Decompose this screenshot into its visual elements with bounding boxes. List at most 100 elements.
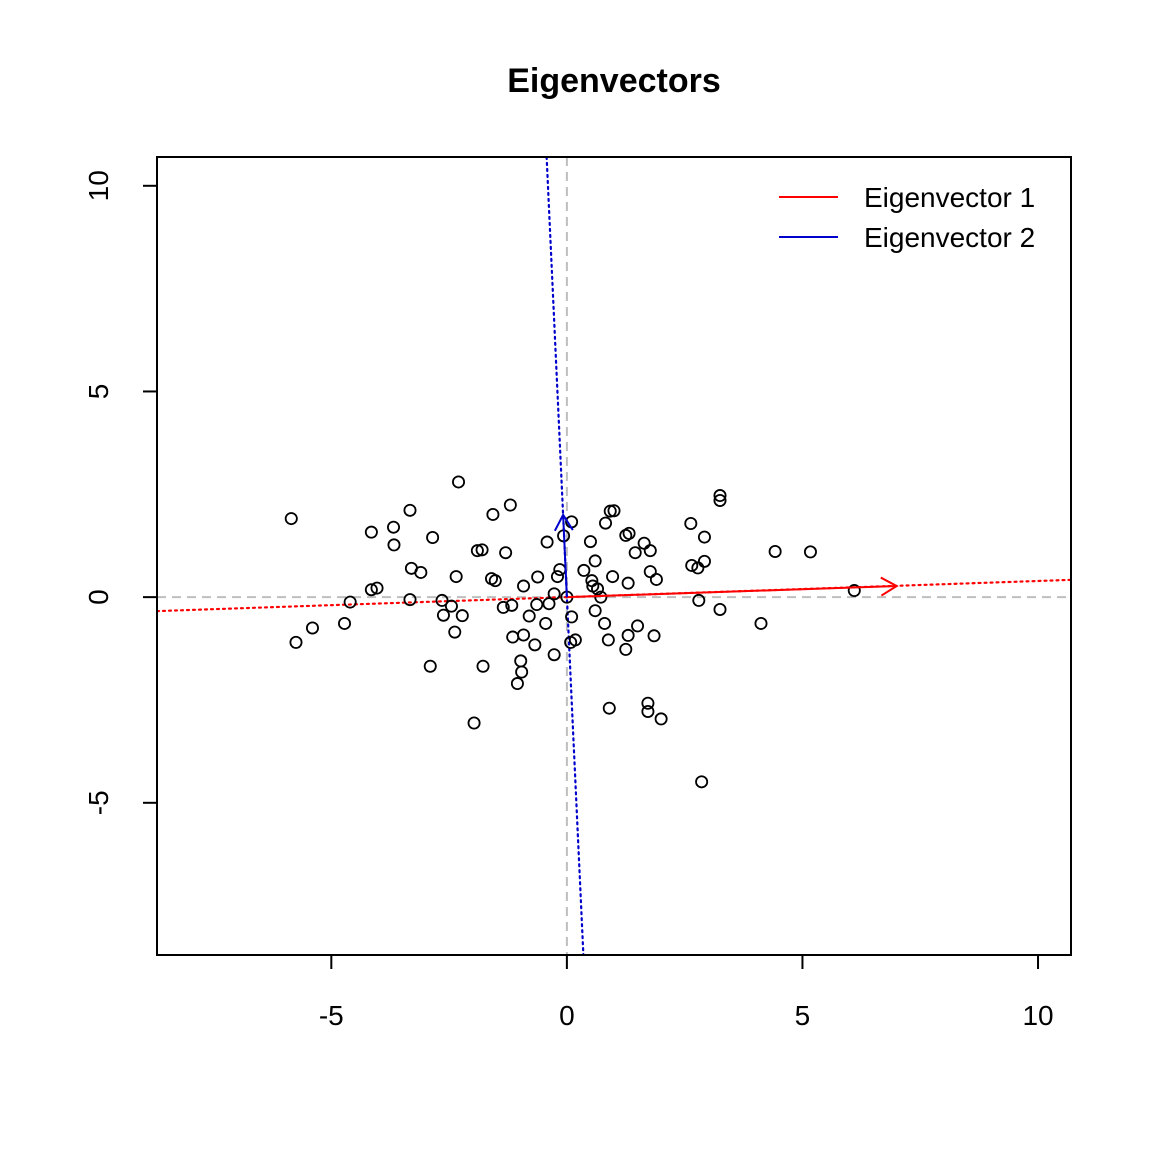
data-point <box>522 609 536 623</box>
data-point <box>403 503 417 517</box>
data-point <box>289 635 303 649</box>
data-point <box>517 579 531 593</box>
data-point <box>452 475 466 489</box>
data-point <box>550 570 564 584</box>
x-tick-label: 0 <box>559 1000 575 1031</box>
data-point <box>685 558 699 572</box>
legend-label-1: Eigenvector 1 <box>864 182 1035 213</box>
data-point <box>547 648 561 662</box>
y-tick-label: 0 <box>83 589 114 605</box>
data-point <box>510 677 524 691</box>
eigen-lines <box>157 157 1071 955</box>
data-point <box>628 546 642 560</box>
axes: -5 0 5 10 -5 0 5 10 <box>83 170 1054 1031</box>
data-point <box>403 593 417 607</box>
data-point <box>540 535 554 549</box>
data-point <box>591 582 605 596</box>
data-point <box>637 536 651 550</box>
data-point <box>803 545 817 559</box>
chart-title: Eigenvectors <box>507 62 721 100</box>
data-point <box>542 597 556 611</box>
data-point <box>514 654 528 668</box>
data-point <box>847 584 861 598</box>
data-point <box>387 520 401 534</box>
eigenvector-arrow-1 <box>566 585 897 599</box>
legend-label-2: Eigenvector 2 <box>864 222 1035 253</box>
data-point <box>649 572 663 586</box>
data-point <box>423 659 437 673</box>
data-point <box>691 561 705 575</box>
data-point <box>599 516 613 530</box>
data-point <box>506 630 520 644</box>
data-point <box>647 629 661 643</box>
data-point <box>426 530 440 544</box>
data-point <box>619 642 633 656</box>
data-point <box>547 587 561 601</box>
data-point <box>488 574 502 588</box>
data-point <box>568 633 582 647</box>
data-point <box>713 493 727 507</box>
eigenvector-arrows <box>553 512 899 599</box>
data-point <box>713 602 727 616</box>
data-point <box>768 544 782 558</box>
data-point <box>467 716 481 730</box>
data-point <box>499 546 513 560</box>
data-point <box>503 498 517 512</box>
data-point <box>607 504 621 518</box>
x-tick-label: 5 <box>795 1000 811 1031</box>
data-point <box>531 570 545 584</box>
data-point <box>414 565 428 579</box>
data-point <box>697 554 711 568</box>
data-point <box>622 526 636 540</box>
data-point <box>621 628 635 642</box>
data-point <box>643 565 657 579</box>
data-point <box>601 633 615 647</box>
data-point <box>496 600 510 614</box>
eigenvector-arrow-2 <box>562 514 568 598</box>
data-point <box>528 638 542 652</box>
data-point <box>505 598 519 612</box>
data-point <box>364 583 378 597</box>
eigen-direction-line-2 <box>545 157 585 955</box>
data-point <box>470 544 484 558</box>
data-point <box>754 616 768 630</box>
data-point <box>444 599 458 613</box>
data-point <box>697 530 711 544</box>
data-point <box>448 625 462 639</box>
data-point <box>305 621 319 635</box>
y-tick-label: 5 <box>83 384 114 400</box>
data-points <box>284 475 861 789</box>
data-point <box>364 525 378 539</box>
data-point <box>641 696 655 710</box>
data-point <box>455 609 469 623</box>
plot-frame <box>156 156 1072 956</box>
data-point <box>713 489 727 503</box>
y-tick-label: 10 <box>83 170 114 201</box>
data-point <box>449 570 463 584</box>
data-point <box>692 593 706 607</box>
data-point <box>695 775 709 789</box>
data-point <box>654 712 668 726</box>
data-point <box>515 665 529 679</box>
data-point <box>517 628 531 642</box>
data-point <box>530 598 544 612</box>
x-tick-label: 10 <box>1022 1000 1053 1031</box>
data-point <box>602 701 616 715</box>
data-point <box>583 535 597 549</box>
data-point <box>643 544 657 558</box>
data-point <box>588 554 602 568</box>
data-point <box>435 593 449 607</box>
data-point <box>631 619 645 633</box>
reference-lines <box>157 157 1071 955</box>
eigenvector-arrowhead-2 <box>553 512 574 532</box>
data-point <box>436 608 450 622</box>
data-point <box>284 512 298 526</box>
data-point <box>475 543 489 557</box>
data-point <box>476 659 490 673</box>
eigenvector-arrowhead-1 <box>880 576 899 597</box>
x-tick-label: -5 <box>319 1000 344 1031</box>
data-point <box>598 616 612 630</box>
data-point <box>606 570 620 584</box>
data-point <box>684 517 698 531</box>
